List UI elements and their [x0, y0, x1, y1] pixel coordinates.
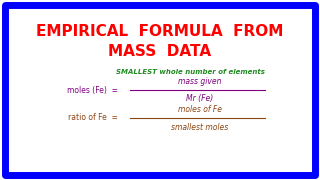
Text: mass given: mass given	[178, 78, 222, 87]
Text: Mr (Fe): Mr (Fe)	[186, 94, 214, 103]
Text: smallest moles: smallest moles	[172, 123, 228, 132]
Text: ratio of Fe  =: ratio of Fe =	[68, 114, 118, 123]
Text: moles of Fe: moles of Fe	[178, 105, 222, 114]
Text: EMPIRICAL  FORMULA  FROM: EMPIRICAL FORMULA FROM	[36, 24, 284, 39]
Text: SMALLEST whole number of elements: SMALLEST whole number of elements	[116, 69, 264, 75]
Text: moles (Fe)  =: moles (Fe) =	[67, 86, 118, 94]
Text: MASS  DATA: MASS DATA	[108, 44, 212, 60]
